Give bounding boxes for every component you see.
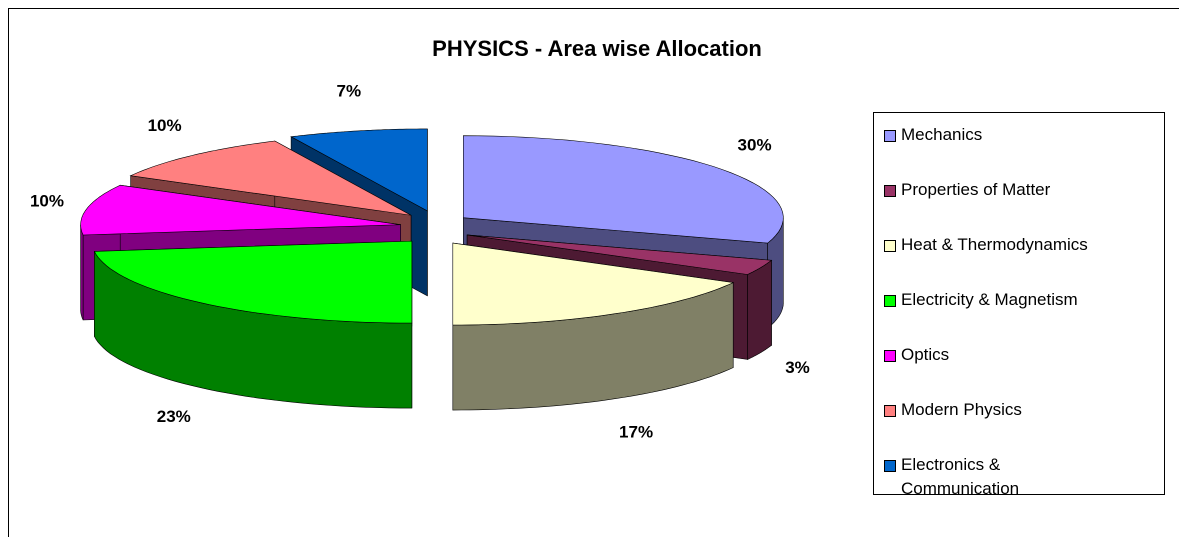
legend-item: Modern Physics	[884, 398, 1158, 422]
legend-swatch	[884, 295, 896, 307]
data-label: 10%	[148, 116, 182, 135]
slice	[129, 140, 412, 216]
legend-swatch	[884, 185, 896, 197]
slice	[93, 240, 413, 409]
legend-label: Heat & Thermodynamics	[901, 235, 1088, 254]
legend-item: Mechanics	[884, 123, 1158, 147]
legend-swatch	[884, 350, 896, 362]
legend-swatch	[884, 405, 896, 417]
legend-label: Optics	[901, 345, 950, 364]
slice	[80, 184, 401, 236]
chart-frame	[8, 8, 1179, 537]
legend-label: Mechanics	[901, 125, 983, 144]
slice	[462, 135, 784, 244]
legend-item: Heat & Thermodynamics	[884, 233, 1158, 257]
slice-side	[747, 259, 772, 360]
slice	[93, 240, 413, 324]
legend-label: Properties of Matter	[901, 180, 1051, 199]
slice	[290, 128, 428, 212]
slice	[467, 234, 773, 275]
data-label: 17%	[619, 423, 653, 442]
legend-label: Modern Physics	[901, 400, 1022, 419]
legend-item: Electronics & Communication	[884, 453, 1158, 501]
legend-swatch	[884, 240, 896, 252]
slice	[452, 242, 735, 326]
legend: Mechanics Properties of Matter Heat & Ther…	[873, 112, 1165, 498]
legend-item: Optics	[884, 343, 1158, 367]
pie	[80, 128, 784, 411]
legend-swatch	[884, 130, 896, 142]
legend-item: Electricity & Magnetism	[884, 288, 1158, 312]
chart-title: PHYSICS - Area wise Allocation	[432, 36, 762, 61]
data-label: 30%	[738, 135, 772, 154]
data-label: 7%	[337, 81, 362, 100]
data-label: 10%	[30, 191, 64, 210]
legend-swatch	[884, 460, 896, 472]
slice	[452, 242, 735, 411]
data-label: 3%	[785, 358, 810, 377]
legend-item: Properties of Matter	[884, 178, 1158, 202]
data-label: 23%	[157, 407, 191, 426]
legend-label: Electronics & Communication	[901, 455, 1020, 498]
slice-side	[80, 224, 84, 321]
legend-label: Electricity & Magnetism	[901, 290, 1078, 309]
